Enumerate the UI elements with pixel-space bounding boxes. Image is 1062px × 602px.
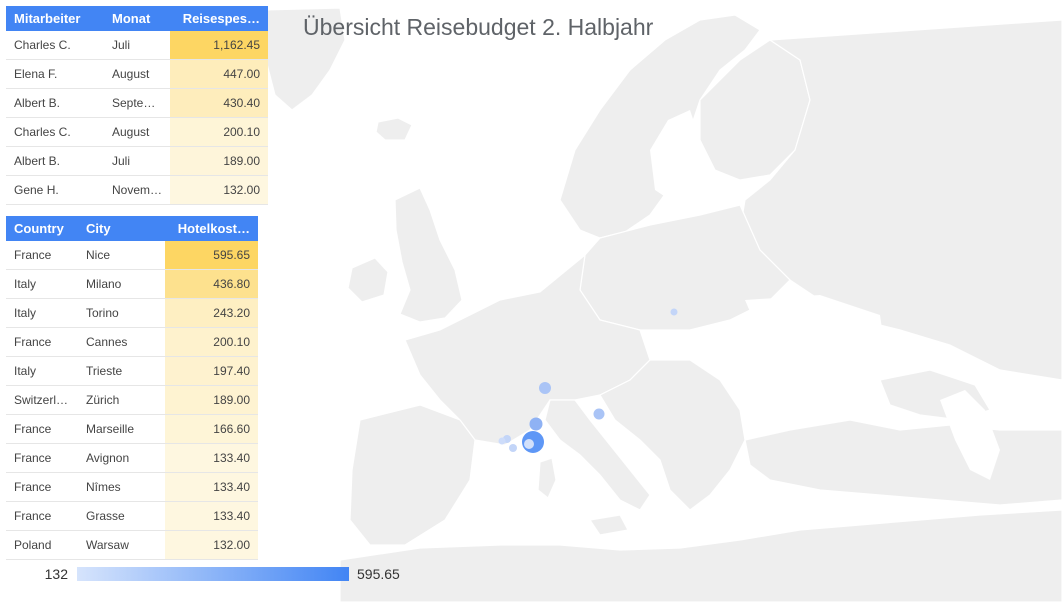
seas — [650, 110, 1000, 480]
table-cell-value: 436.80 — [165, 269, 258, 299]
table-cell-city: Trieste — [78, 356, 165, 386]
table-row[interactable]: France Nice 595.65 — [6, 241, 258, 270]
table-cell-name: Elena F. — [6, 59, 104, 89]
table-cell-value: 200.10 — [170, 117, 269, 147]
table-cell-value: 133.40 — [165, 472, 258, 502]
legend-gradient — [77, 567, 349, 581]
baltic-gulf — [650, 110, 700, 200]
table-cell-country: Italy — [6, 298, 78, 328]
bubble-cannes[interactable] — [524, 439, 534, 449]
table-cell-name: Gene H. — [6, 175, 104, 205]
bubble-nimes[interactable] — [498, 437, 506, 445]
table-header-row: Mitarbeiter Monat Reisespes… — [6, 6, 269, 31]
table-cell-value: 166.60 — [165, 414, 258, 444]
table-cell-month: Novem… — [104, 175, 171, 205]
table-cell-value: 197.40 — [165, 356, 258, 386]
table-row[interactable]: Italy Torino 243.20 — [6, 298, 258, 328]
table-row[interactable]: France Avignon 133.40 — [6, 443, 258, 473]
table-cell-value: 1,162.45 — [170, 31, 269, 60]
table-cell-name: Albert B. — [6, 88, 104, 118]
table-cell-country: France — [6, 414, 78, 444]
column-header-country[interactable]: Country — [6, 216, 78, 241]
table-cell-value: 200.10 — [165, 327, 258, 357]
table-row[interactable]: Elena F. August 447.00 — [6, 59, 269, 89]
table-row[interactable]: Albert B. Juli 189.00 — [6, 146, 269, 176]
table-cell-value: 132.00 — [165, 530, 258, 560]
table-cell-value: 595.65 — [165, 241, 258, 270]
table-row[interactable]: Charles C. Juli 1,162.45 — [6, 31, 269, 60]
table-cell-country: Switzerl… — [6, 385, 78, 415]
table-cell-value: 132.00 — [170, 175, 269, 205]
table-cell-value: 189.00 — [170, 146, 269, 176]
color-legend: 132 595.65 — [20, 564, 420, 584]
table-cell-value: 447.00 — [170, 59, 269, 89]
table-row[interactable]: Charles C. August 200.10 — [6, 117, 269, 147]
table-cell-value: 430.40 — [170, 88, 269, 118]
table-cell-country: Italy — [6, 269, 78, 299]
table-cell-country: France — [6, 443, 78, 473]
table-cell-city: Nîmes — [78, 472, 165, 502]
map-title: Übersicht Reisebudget 2. Halbjahr — [303, 14, 654, 40]
bubble-warsaw[interactable] — [670, 308, 678, 316]
table-cell-city: Avignon — [78, 443, 165, 473]
table-cell-country: France — [6, 501, 78, 531]
table-row[interactable]: Gene H. Novem… 132.00 — [6, 175, 269, 205]
column-header-mitarbeiter[interactable]: Mitarbeiter — [6, 6, 104, 31]
table-cell-country: France — [6, 327, 78, 357]
table-cell-city: Torino — [78, 298, 165, 328]
column-header-city[interactable]: City — [78, 216, 165, 241]
table-row[interactable]: Albert B. Septe… 430.40 — [6, 88, 269, 118]
table-cell-name: Charles C. — [6, 117, 104, 147]
legend-max: 595.65 — [357, 566, 400, 582]
table-cell-city: Warsaw — [78, 530, 165, 560]
table-row[interactable]: Italy Trieste 197.40 — [6, 356, 258, 386]
table-cell-city: Nice — [78, 241, 165, 270]
table-cell-country: France — [6, 241, 78, 270]
city-bubbles[interactable] — [498, 308, 678, 454]
table-cell-name: Albert B. — [6, 146, 104, 176]
table-row[interactable]: France Marseille 166.60 — [6, 414, 258, 444]
table-cell-country: Italy — [6, 356, 78, 386]
table-cell-name: Charles C. — [6, 31, 104, 60]
bubble-zurich[interactable] — [539, 382, 551, 394]
table-row[interactable]: France Nîmes 133.40 — [6, 472, 258, 502]
table-cell-value: 189.00 — [165, 385, 258, 415]
table-cell-city: Milano — [78, 269, 165, 299]
table-cell-month: Septe… — [104, 88, 171, 118]
table-header-row: Country City Hotelkost… — [6, 216, 258, 241]
table-cell-month: Juli — [104, 146, 171, 176]
column-header-reisespesen[interactable]: Reisespes… — [170, 6, 269, 31]
table-cell-country: France — [6, 472, 78, 502]
table-row[interactable]: France Cannes 200.10 — [6, 327, 258, 357]
bubble-trieste[interactable] — [593, 408, 605, 420]
black-sea — [745, 295, 885, 360]
caspian-sea — [940, 390, 1000, 480]
table-cell-city: Marseille — [78, 414, 165, 444]
bubble-marseille[interactable] — [509, 444, 517, 452]
table-row[interactable]: Italy Milano 436.80 — [6, 269, 258, 299]
table-row[interactable]: Poland Warsaw 132.00 — [6, 530, 258, 560]
table-cell-country: Poland — [6, 530, 78, 560]
column-header-hotelkosten[interactable]: Hotelkost… — [165, 216, 258, 241]
table-cell-month: August — [104, 59, 171, 89]
table-cell-city: Grasse — [78, 501, 165, 531]
table-cell-city: Cannes — [78, 327, 165, 357]
table-cell-month: August — [104, 117, 171, 147]
bubble-milano[interactable] — [529, 417, 543, 431]
table-cell-value: 133.40 — [165, 443, 258, 473]
table-cell-month: Juli — [104, 31, 171, 60]
table-row[interactable]: France Grasse 133.40 — [6, 501, 258, 531]
table-cell-value: 133.40 — [165, 501, 258, 531]
travel-expenses-table: Mitarbeiter Monat Reisespes… Charles C. J… — [6, 6, 269, 205]
table-cell-city: Zürich — [78, 385, 165, 415]
table-row[interactable]: Switzerl… Zürich 189.00 — [6, 385, 258, 415]
column-header-monat[interactable]: Monat — [104, 6, 171, 31]
legend-min: 132 — [44, 566, 68, 582]
hotel-costs-table: Country City Hotelkost… France Nice 595.65… — [6, 216, 258, 560]
table-cell-value: 243.20 — [165, 298, 258, 328]
